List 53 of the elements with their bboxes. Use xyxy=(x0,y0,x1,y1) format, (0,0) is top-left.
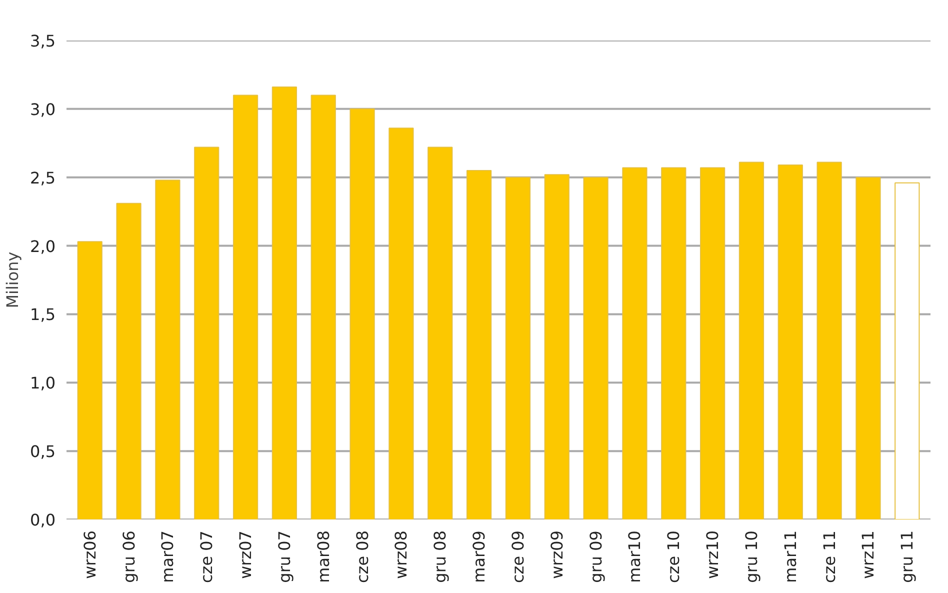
bar xyxy=(272,86,298,520)
bar xyxy=(700,167,726,520)
bar xyxy=(738,162,764,520)
x-tick-label: mar07 xyxy=(158,530,178,583)
y-axis-title: Miliony xyxy=(3,252,22,308)
x-tick-label: gru 09 xyxy=(586,530,606,583)
bar xyxy=(894,182,920,520)
x-tick-label: cze 10 xyxy=(664,530,684,583)
x-tick-label: mar09 xyxy=(470,530,489,583)
x-tick-label: wrz09 xyxy=(547,530,566,579)
bar xyxy=(77,241,102,520)
x-tick-label: wrz11 xyxy=(858,530,878,579)
bar xyxy=(778,164,803,520)
x-tick-label: wrz07 xyxy=(236,530,256,579)
x-tick-label: wrz10 xyxy=(703,530,722,579)
bar xyxy=(310,94,336,520)
bar xyxy=(856,176,881,520)
bar xyxy=(505,176,531,520)
x-tick-label: cze 07 xyxy=(197,530,216,583)
bar xyxy=(350,108,375,520)
x-tick-label: wrz06 xyxy=(80,530,100,579)
x-tick-label: gru 11 xyxy=(898,530,917,583)
x-tick-label: mar10 xyxy=(625,530,644,583)
bar xyxy=(544,174,570,520)
x-tick-label: wrz08 xyxy=(392,530,411,579)
x-tick-label: gru 07 xyxy=(274,530,294,583)
x-tick-label: gru 08 xyxy=(430,530,450,583)
bar xyxy=(661,167,686,520)
x-tick-label: cze 08 xyxy=(352,530,372,583)
y-tick-label: 0,0 xyxy=(30,510,56,530)
x-tick-label: cze 09 xyxy=(508,530,528,583)
y-tick-label: 3,5 xyxy=(30,32,56,50)
y-tick-label: 3,0 xyxy=(30,100,56,119)
bar xyxy=(388,128,414,520)
y-tick-label: 1,0 xyxy=(30,374,56,393)
bar xyxy=(583,176,608,520)
x-tick-label: mar11 xyxy=(780,530,800,583)
y-tick-label: 2,5 xyxy=(30,168,56,188)
x-tick-label: cze 11 xyxy=(820,530,839,583)
bar xyxy=(194,146,220,520)
x-tick-label: mar08 xyxy=(314,530,333,583)
bar xyxy=(232,94,258,520)
bar xyxy=(155,180,180,520)
x-tick-label: gru 10 xyxy=(742,530,761,583)
bar xyxy=(466,170,492,520)
bar xyxy=(816,162,842,520)
y-tick-label: 1,5 xyxy=(30,305,56,324)
y-tick-label: 2,0 xyxy=(30,236,56,256)
bar xyxy=(116,202,142,520)
bar xyxy=(428,146,453,520)
y-tick-label: 0,5 xyxy=(30,442,56,462)
bar xyxy=(622,167,648,520)
x-tick-label: gru 06 xyxy=(119,530,138,583)
